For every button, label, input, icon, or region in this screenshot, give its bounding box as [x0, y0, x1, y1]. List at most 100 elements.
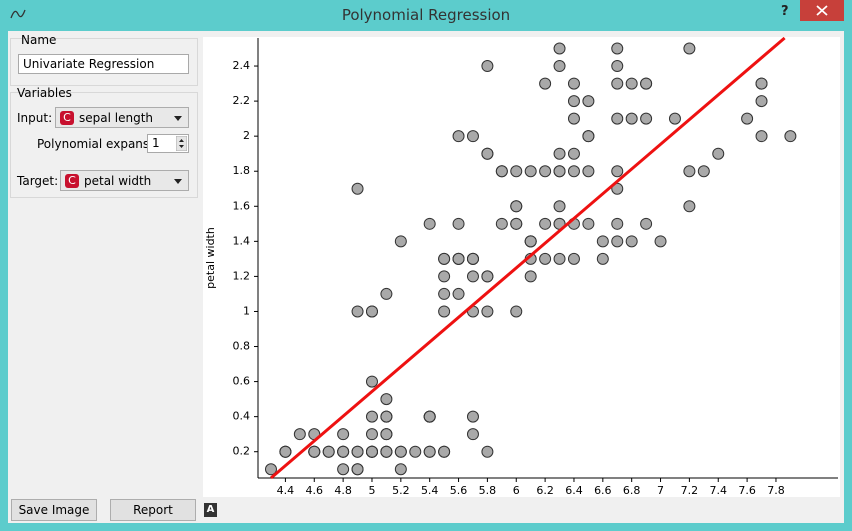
data-point: [553, 60, 566, 73]
data-point: [755, 130, 768, 143]
x-tick-label: 5.2: [392, 484, 410, 497]
data-point: [539, 165, 552, 178]
data-point: [423, 445, 436, 458]
x-tick-label: 5: [368, 484, 375, 497]
data-point: [640, 112, 653, 125]
data-point: [553, 252, 566, 265]
combo-arrow: [174, 116, 182, 121]
data-point: [510, 200, 523, 213]
data-point: [582, 95, 595, 108]
data-point: [567, 147, 580, 160]
data-point: [308, 445, 321, 458]
data-point: [423, 410, 436, 423]
data-point: [380, 287, 393, 300]
data-point: [423, 217, 436, 230]
combo-value: sepal length: [79, 110, 154, 125]
data-point: [438, 287, 451, 300]
data-point: [755, 77, 768, 90]
y-tick-label: 0.6: [233, 375, 251, 388]
expansion-label: Polynomial expansion:: [37, 137, 172, 151]
x-tick-label: 7.4: [709, 484, 727, 497]
data-point: [582, 130, 595, 143]
data-point: [438, 252, 451, 265]
data-point: [394, 463, 407, 476]
variable-icon: C: [65, 173, 79, 188]
data-point: [495, 217, 508, 230]
data-point: [625, 77, 638, 90]
y-tick-label: 2: [243, 129, 250, 142]
x-tick-label: 6.2: [536, 484, 554, 497]
data-point: [596, 252, 609, 265]
save-image-button[interactable]: Save Image: [11, 499, 97, 521]
data-point: [365, 410, 378, 423]
data-point: [582, 165, 595, 178]
data-point: [611, 77, 624, 90]
close-button[interactable]: [800, 0, 844, 21]
auto-send-icon[interactable]: A: [204, 503, 217, 517]
data-point: [279, 445, 292, 458]
x-tick-label: 6.4: [565, 484, 583, 497]
data-point: [466, 130, 479, 143]
data-point: [264, 463, 277, 476]
x-tick-label: 6.6: [594, 484, 612, 497]
x-tick-label: 7.8: [767, 484, 785, 497]
data-point: [365, 428, 378, 441]
y-tick-label: 0.4: [233, 410, 251, 423]
x-tick-label: 5.4: [421, 484, 439, 497]
data-point: [683, 42, 696, 55]
data-point: [481, 445, 494, 458]
data-point: [394, 235, 407, 248]
data-point: [524, 165, 537, 178]
data-point: [596, 235, 609, 248]
help-button[interactable]: ?: [781, 4, 789, 19]
x-tick-label: 5.6: [450, 484, 468, 497]
data-point: [524, 235, 537, 248]
x-tick-label: 7.6: [738, 484, 756, 497]
data-point: [351, 463, 364, 476]
data-point: [510, 165, 523, 178]
data-point: [466, 428, 479, 441]
data-point: [481, 270, 494, 283]
data-point: [481, 147, 494, 160]
data-point: [567, 165, 580, 178]
report-button[interactable]: Report: [110, 499, 196, 521]
x-tick-label: 7: [657, 484, 664, 497]
window-title: Polynomial Regression: [341, 6, 511, 24]
name-input[interactable]: Univariate Regression: [18, 54, 189, 74]
y-tick-label: 1.2: [233, 269, 251, 282]
data-point: [697, 165, 710, 178]
data-point: [539, 77, 552, 90]
data-point: [611, 112, 624, 125]
data-point: [452, 287, 465, 300]
spin-arrows[interactable]: [176, 136, 187, 151]
y-tick-label: 1.8: [233, 164, 251, 177]
data-point: [452, 130, 465, 143]
target-combo[interactable]: C petal width: [60, 170, 189, 191]
input-combo[interactable]: C sepal length: [55, 107, 189, 128]
data-point: [351, 182, 364, 195]
data-point: [337, 445, 350, 458]
expansion-spinbox[interactable]: 1: [147, 134, 189, 153]
x-tick-label: 4.8: [334, 484, 352, 497]
data-point: [466, 410, 479, 423]
variable-icon: C: [60, 110, 74, 125]
data-point: [640, 77, 653, 90]
data-point: [510, 217, 523, 230]
app-icon: [10, 9, 26, 19]
data-point: [741, 112, 754, 125]
x-tick-label: 6.8: [623, 484, 641, 497]
x-tick-label: 4.6: [306, 484, 324, 497]
data-point: [466, 252, 479, 265]
data-point: [438, 270, 451, 283]
data-point: [539, 252, 552, 265]
data-point: [524, 270, 537, 283]
data-point: [553, 42, 566, 55]
data-point: [293, 428, 306, 441]
y-tick-label: 2.2: [233, 94, 251, 107]
data-point: [452, 217, 465, 230]
data-point: [365, 375, 378, 388]
data-point: [438, 445, 451, 458]
data-point: [611, 42, 624, 55]
group-label: Name: [21, 33, 57, 47]
regression-line: [270, 37, 786, 480]
